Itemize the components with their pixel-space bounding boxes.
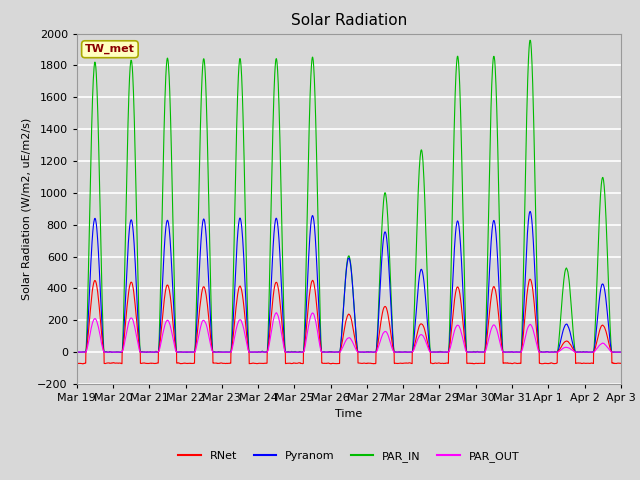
PAR_IN <box>617 349 625 355</box>
Y-axis label: Solar Radiation (W/m2, uE/m2/s): Solar Radiation (W/m2, uE/m2/s) <box>22 118 32 300</box>
PAR_OUT <box>108 349 115 355</box>
RNet <box>79 361 87 367</box>
RNet <box>138 360 145 366</box>
Pyranom <box>526 209 534 215</box>
PAR_OUT <box>449 335 456 340</box>
PAR_IN <box>526 37 534 43</box>
Pyranom <box>617 349 625 355</box>
Pyranom <box>138 349 145 355</box>
Line: Pyranom: Pyranom <box>77 212 621 352</box>
Title: Solar Radiation: Solar Radiation <box>291 13 407 28</box>
RNet <box>138 360 146 366</box>
RNet <box>449 313 456 319</box>
Text: TW_met: TW_met <box>85 44 135 54</box>
PAR_OUT <box>617 349 625 355</box>
PAR_IN <box>242 239 250 244</box>
Line: PAR_IN: PAR_IN <box>77 40 621 352</box>
PAR_OUT <box>73 349 81 355</box>
Pyranom <box>449 280 456 286</box>
PAR_IN <box>138 349 145 355</box>
PAR_IN <box>138 348 146 354</box>
PAR_IN <box>73 349 81 355</box>
Pyranom <box>108 349 115 355</box>
PAR_IN <box>493 110 500 116</box>
RNet <box>73 360 81 366</box>
PAR_OUT <box>273 310 280 315</box>
PAR_IN <box>108 349 115 355</box>
RNet <box>526 276 534 282</box>
RNet <box>617 360 625 366</box>
Pyranom <box>493 243 500 249</box>
RNet <box>493 298 501 303</box>
Line: RNet: RNet <box>77 279 621 364</box>
PAR_OUT <box>138 349 146 355</box>
PAR_IN <box>449 194 456 200</box>
RNet <box>108 360 115 366</box>
Pyranom <box>73 349 81 355</box>
PAR_OUT <box>493 328 501 334</box>
X-axis label: Time: Time <box>335 408 362 419</box>
Pyranom <box>242 299 250 304</box>
Legend: RNet, Pyranom, PAR_IN, PAR_OUT: RNet, Pyranom, PAR_IN, PAR_OUT <box>174 446 524 466</box>
PAR_OUT <box>138 349 145 355</box>
Line: PAR_OUT: PAR_OUT <box>77 312 621 352</box>
PAR_OUT <box>242 336 250 342</box>
RNet <box>242 326 250 332</box>
Pyranom <box>138 349 146 355</box>
